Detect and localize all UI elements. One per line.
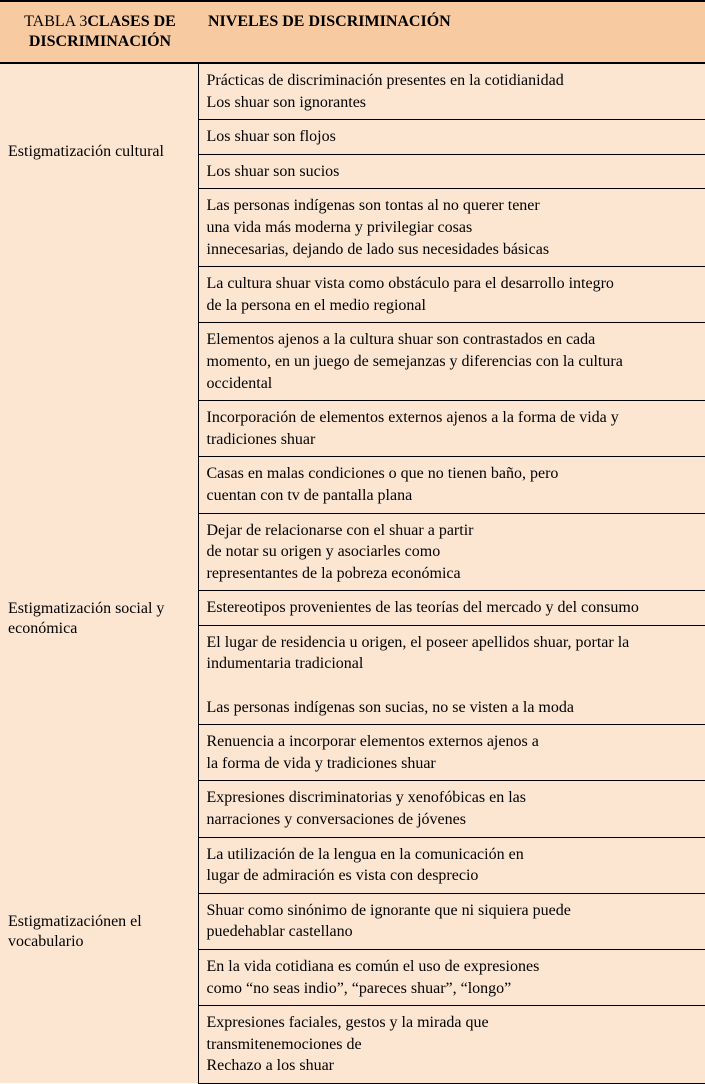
level-line: la forma de vida y tradiciones shuar — [207, 753, 696, 775]
table-body: Estigmatización cultural Prácticas de dis… — [0, 63, 705, 1083]
level-line: como “no seas indio”, “pareces shuar”, “… — [207, 978, 696, 1000]
level-line: de notar su origen y asociarles como — [207, 541, 696, 563]
level-line: representantes de la pobreza económica — [207, 563, 696, 585]
level-line: Shuar como sinónimo de ignorante que ni … — [207, 900, 696, 922]
level-line: puedehablar castellano — [207, 921, 696, 943]
header-right-cell: NIVELES DE DISCRIMINACIÓN — [198, 1, 705, 63]
category-cell: Estigmatización cultural — [0, 63, 198, 457]
level-cell: Los shuar son flojos — [198, 120, 705, 155]
table-row: Estigmatización culturalPrácticas de dis… — [0, 63, 705, 120]
level-cell: Elementos ajenos a la cultura shuar son … — [198, 323, 705, 401]
level-line: lugar de admiración es vista con desprec… — [207, 865, 696, 887]
level-line: narraciones y conversaciones de jóvenes — [207, 809, 696, 831]
level-cell: El lugar de residencia u origen, el pose… — [198, 625, 705, 724]
category-cell: Estigmatizaciónen el vocabulario — [0, 781, 198, 1084]
level-line: En la vida cotidiana es común el uso de … — [207, 956, 696, 978]
level-cell: La utilización de la lengua en la comuni… — [198, 837, 705, 893]
level-line: El lugar de residencia u origen, el pose… — [207, 632, 696, 675]
level-line: Dejar de relacionarse con el shuar a par… — [207, 520, 696, 542]
level-line: Los shuar son sucios — [207, 161, 696, 183]
level-cell: Renuencia a incorporar elementos externo… — [198, 725, 705, 781]
table-number: TABLA 3 — [24, 13, 87, 30]
level-line: Los shuar son ignorantes — [207, 92, 696, 114]
level-cell: Incorporación de elementos externos ajen… — [198, 401, 705, 457]
level-line: Las personas indígenas son sucias, no se… — [207, 697, 696, 719]
level-line: tradiciones shuar — [207, 429, 696, 451]
level-line: Incorporación de elementos externos ajen… — [207, 407, 696, 429]
level-line: Prácticas de discriminación presentes en… — [207, 70, 696, 92]
category-cell: Estigmatización social y económica — [0, 457, 198, 781]
level-line: La utilización de la lengua en la comuni… — [207, 844, 696, 866]
level-cell: Shuar como sinónimo de ignorante que ni … — [198, 893, 705, 949]
level-line: La cultura shuar vista como obstáculo pa… — [207, 273, 696, 295]
level-cell: Los shuar son sucios — [198, 154, 705, 189]
level-cell: Casas en malas condiciones o que no tien… — [198, 457, 705, 513]
level-line: una vida más moderna y privilegiar cosas — [207, 217, 696, 239]
discrimination-table: TABLA 3CLASES DE DISCRIMINACIÓN NIVELES … — [0, 0, 705, 1084]
level-line: innecesarias, dejando de lado sus necesi… — [207, 239, 696, 261]
level-line: de la persona en el medio regional — [207, 295, 696, 317]
level-line: Expresiones faciales, gestos y la mirada… — [207, 1012, 696, 1034]
level-line: Renuencia a incorporar elementos externo… — [207, 731, 696, 753]
level-cell: Prácticas de discriminación presentes en… — [198, 63, 705, 120]
header-left-cell: TABLA 3CLASES DE DISCRIMINACIÓN — [0, 1, 198, 63]
level-line: momento, en un juego de semejanzas y dif… — [207, 351, 696, 373]
level-cell: Estereotipos provenientes de las teorías… — [198, 591, 705, 626]
level-line: Rechazo a los shuar — [207, 1055, 696, 1077]
level-line: Elementos ajenos a la cultura shuar son … — [207, 329, 696, 351]
level-line: Las personas indígenas son tontas al no … — [207, 195, 696, 217]
level-line: cuentan con tv de pantalla plana — [207, 485, 696, 507]
level-cell: Las personas indígenas son tontas al no … — [198, 189, 705, 267]
level-line: Expresiones discriminatorias y xenofóbic… — [207, 787, 696, 809]
level-cell: En la vida cotidiana es común el uso de … — [198, 950, 705, 1006]
level-cell: Expresiones discriminatorias y xenofóbic… — [198, 781, 705, 837]
table-row: Estigmatización social y económicaCasas … — [0, 457, 705, 513]
level-cell: Dejar de relacionarse con el shuar a par… — [198, 513, 705, 591]
header-right-title: NIVELES DE DISCRIMINACIÓN — [208, 13, 451, 30]
level-line: Estereotipos provenientes de las teorías… — [207, 597, 696, 619]
level-cell: La cultura shuar vista como obstáculo pa… — [198, 267, 705, 323]
table-header-row: TABLA 3CLASES DE DISCRIMINACIÓN NIVELES … — [0, 1, 705, 63]
table-row: Estigmatizaciónen el vocabularioExpresio… — [0, 781, 705, 837]
level-cell: Expresiones faciales, gestos y la mirada… — [198, 1006, 705, 1084]
level-line: occidental — [207, 373, 696, 395]
level-line: Casas en malas condiciones o que no tien… — [207, 463, 696, 485]
level-line: transmitenemociones de — [207, 1034, 696, 1056]
level-line: Los shuar son flojos — [207, 126, 696, 148]
